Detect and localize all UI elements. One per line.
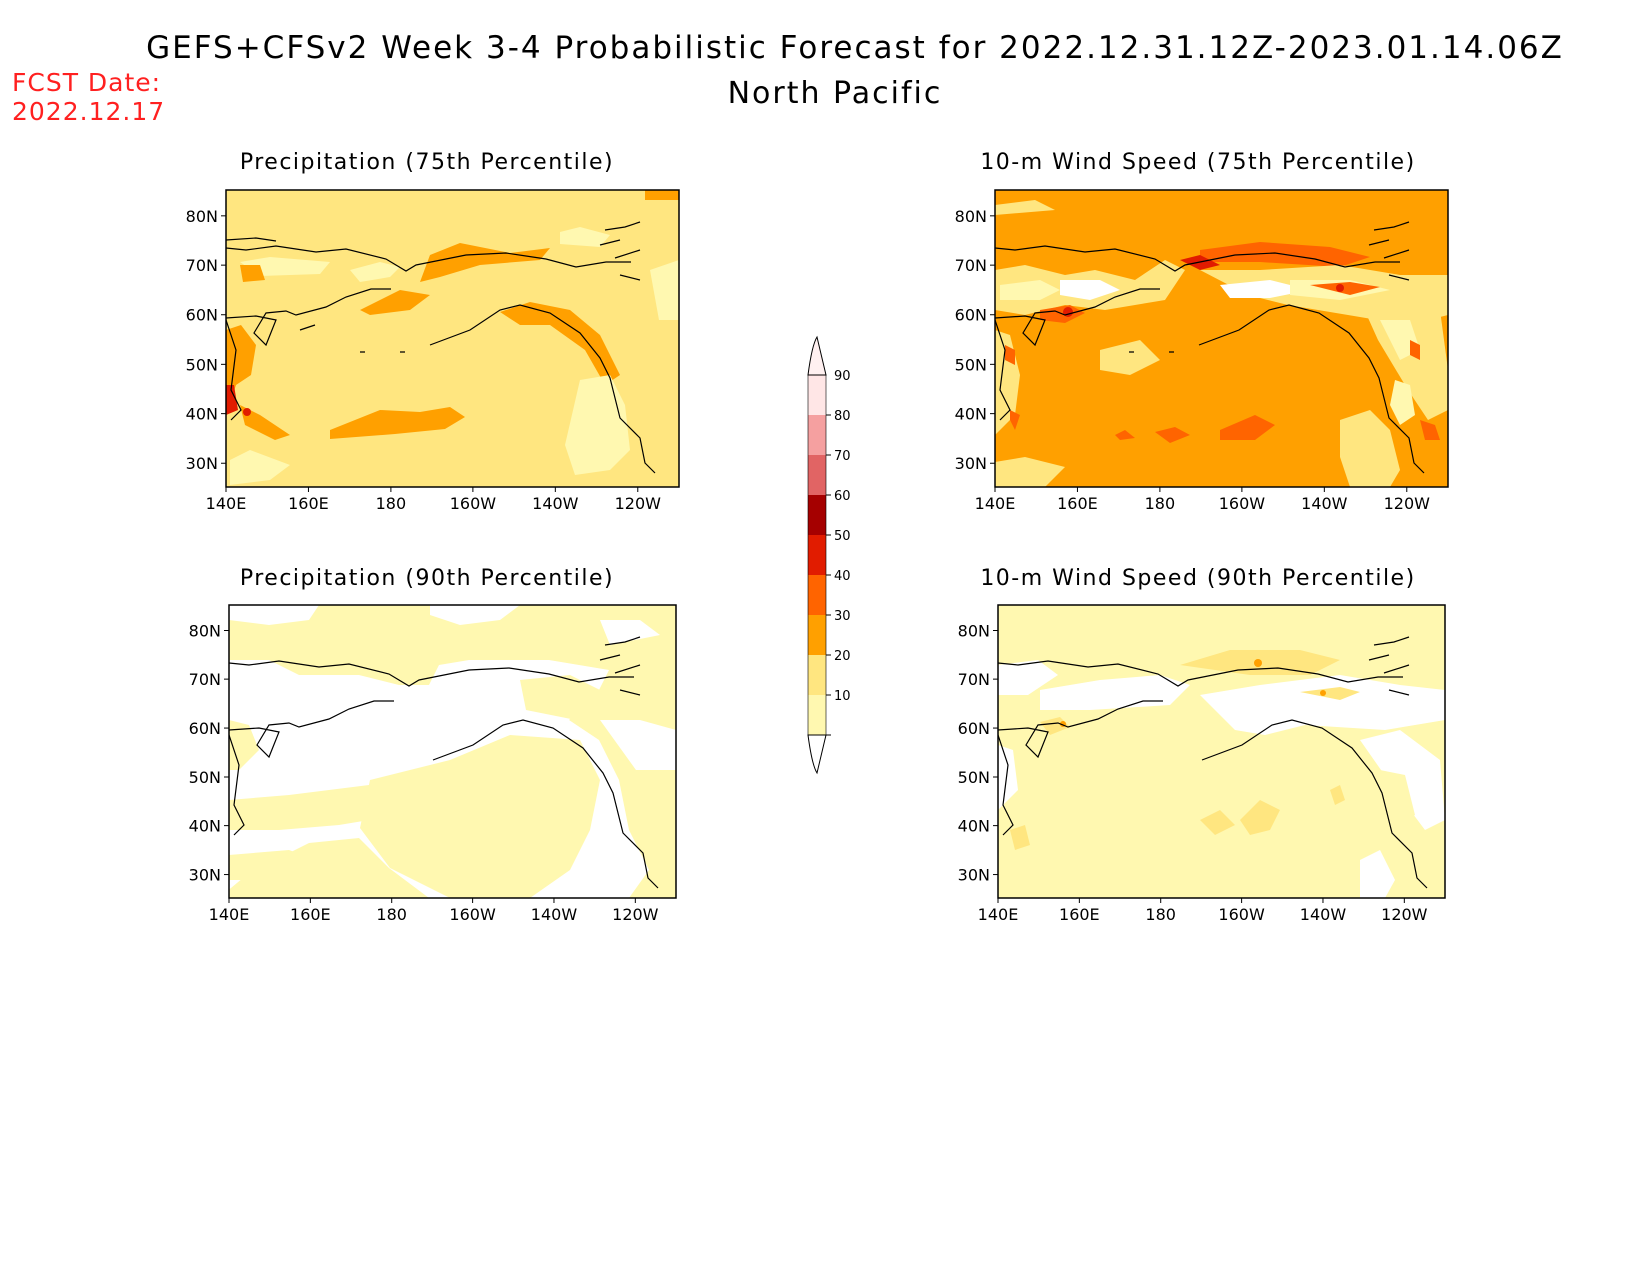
lon-tick-label: 140W (532, 494, 579, 513)
colorbar-label: 80 (834, 409, 851, 424)
lon-tick-label: 140E (209, 905, 250, 924)
lon-tick-label: 140E (206, 494, 247, 513)
map-frame (997, 604, 1446, 899)
fcst-date-label: FCST Date: (12, 68, 162, 97)
map-precip-75 (225, 189, 680, 488)
lon-tick-label: 140W (1300, 905, 1347, 924)
lon-tick-label: 120W (615, 494, 662, 513)
map-wind-75 (994, 189, 1449, 488)
colorbar-swatch (808, 575, 826, 615)
colorbar-label: 90 (834, 369, 851, 384)
colorbar-swatch (808, 535, 826, 575)
lat-tick-label: 60N (189, 719, 221, 738)
lon-tick-label: 180 (376, 905, 407, 924)
lon-tick-label: 160E (290, 905, 331, 924)
colorbar: 90 80 70 60 50 40 30 20 10 (807, 335, 851, 775)
map-precip-90 (228, 604, 677, 899)
forecast-date-block: FCST Date: 2022.12.17 (12, 68, 165, 126)
lat-tick-label: 30N (189, 866, 221, 885)
region-subtitle: North Pacific (727, 76, 943, 111)
fcst-date-value: 2022.12.17 (12, 97, 166, 126)
shading-layer (995, 200, 1448, 487)
lon-tick-label: 120W (1384, 494, 1431, 513)
lat-tick-label: 30N (958, 866, 990, 885)
lon-tick-label: 160W (449, 905, 496, 924)
panel-title-wind90: 10-m Wind Speed (90th Percentile) (980, 566, 1416, 591)
colorbar-label: 60 (834, 489, 851, 504)
lat-tick-label: 70N (958, 670, 990, 689)
shading-layer (229, 605, 676, 898)
colorbar-label: 10 (834, 689, 851, 704)
lon-tick-label: 160E (1059, 905, 1100, 924)
colorbar-swatch (808, 375, 826, 415)
coastlines (229, 636, 659, 889)
colorbar-swatch (808, 415, 826, 455)
lat-tick-label: 70N (955, 256, 987, 275)
lat-tick-label: 50N (189, 768, 221, 787)
lat-tick-label: 40N (189, 817, 221, 836)
panel-title-precip75: Precipitation (75th Percentile) (239, 150, 615, 175)
colorbar-swatch (808, 655, 826, 695)
colorbar-swatch (808, 455, 826, 495)
lat-tick-label: 80N (186, 207, 218, 226)
lon-tick-label: 160W (1219, 494, 1266, 513)
lat-tick-label: 80N (958, 621, 990, 640)
map-frame (225, 189, 680, 488)
lon-tick-label: 160E (1057, 494, 1098, 513)
lon-tick-label: 140E (978, 905, 1019, 924)
colorbar-top-end (807, 335, 827, 376)
lon-tick-label: 180 (376, 494, 407, 513)
lon-tick-label: 140W (1301, 494, 1348, 513)
coastlines (995, 221, 1425, 474)
colorbar-outline (807, 374, 827, 736)
lat-tick-label: 30N (186, 454, 218, 473)
lat-tick-label: 70N (186, 256, 218, 275)
lat-tick-label: 40N (958, 817, 990, 836)
main-title: GEFS+CFSv2 Week 3-4 Probabilistic Foreca… (146, 30, 1564, 66)
lat-tick-label: 60N (958, 719, 990, 738)
lon-tick-label: 180 (1145, 494, 1176, 513)
lat-tick-label: 80N (955, 207, 987, 226)
lat-tick-label: 40N (955, 405, 987, 424)
lat-tick-label: 70N (189, 670, 221, 689)
lat-tick-label: 40N (186, 405, 218, 424)
colorbar-bottom-end (807, 734, 827, 775)
coastlines (226, 221, 656, 474)
colorbar-swatch (808, 615, 826, 655)
lat-tick-label: 60N (186, 306, 218, 325)
lon-tick-label: 160W (450, 494, 497, 513)
map-frame (228, 604, 677, 899)
colorbar-label: 20 (834, 649, 851, 664)
lat-tick-label: 50N (955, 355, 987, 374)
lon-tick-label: 140E (975, 494, 1016, 513)
colorbar-label: 40 (834, 569, 851, 584)
map-wind-90 (997, 604, 1446, 899)
colorbar-label: 70 (834, 449, 851, 464)
colorbar-label: 50 (834, 529, 851, 544)
lat-tick-label: 80N (189, 621, 221, 640)
map-frame (994, 189, 1449, 488)
lat-tick-label: 50N (958, 768, 990, 787)
colorbar-label: 30 (834, 609, 851, 624)
lon-tick-label: 180 (1145, 905, 1176, 924)
shading-layer (998, 650, 1445, 898)
panel-title-precip90: Precipitation (90th Percentile) (239, 566, 615, 591)
colorbar-swatch (808, 695, 826, 735)
lon-tick-label: 140W (531, 905, 578, 924)
panel-title-wind75: 10-m Wind Speed (75th Percentile) (980, 150, 1416, 175)
lon-tick-label: 160E (288, 494, 329, 513)
coastlines (998, 636, 1428, 889)
lon-tick-label: 120W (612, 905, 659, 924)
shading-layer (226, 190, 679, 485)
lat-tick-label: 60N (955, 306, 987, 325)
colorbar-swatch (808, 495, 826, 535)
lon-tick-label: 120W (1381, 905, 1428, 924)
lat-tick-label: 50N (186, 355, 218, 374)
lon-tick-label: 160W (1218, 905, 1265, 924)
axis-labels: 80N 70N 60N 50N 40N 30N 140E 160E 180 160W 140W 120… (186, 207, 1430, 924)
lat-tick-label: 30N (955, 454, 987, 473)
